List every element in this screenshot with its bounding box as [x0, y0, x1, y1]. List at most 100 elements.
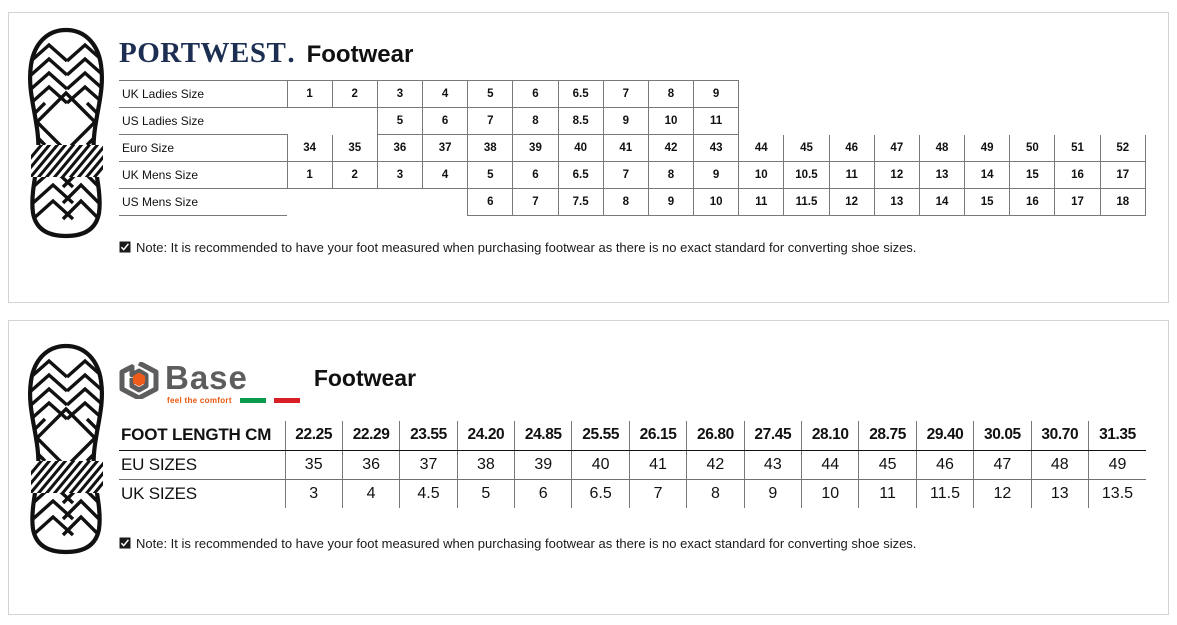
table-row: UK Ladies Size 1 2 3 4 5 6 6.5 7 8 9 — [119, 80, 1146, 108]
size-cell: 7 — [467, 107, 513, 135]
size-cell: 9 — [693, 161, 739, 189]
portwest-category-label: Footwear — [306, 41, 414, 68]
size-cell: 3 — [284, 479, 343, 508]
base-size-table: FOOT LENGTH CM 22.25 22.29 23.55 24.20 24.85 2… — [119, 421, 1146, 508]
size-cell: 27.45 — [743, 421, 802, 451]
base-brand-lockup: Base feel the comfort Footwear — [119, 321, 1146, 405]
size-cell — [874, 108, 919, 135]
size-cell: 40 — [557, 134, 604, 162]
size-cell: 29.40 — [915, 421, 974, 451]
size-cell: 52 — [1099, 134, 1147, 162]
size-cell — [377, 189, 422, 216]
size-cell: 4 — [341, 479, 400, 508]
size-cell: 47 — [973, 450, 1032, 480]
size-cell: 8 — [686, 479, 745, 508]
size-cell: 11 — [693, 107, 740, 135]
size-cell — [332, 189, 377, 216]
row-label: EU SIZES — [119, 450, 285, 480]
table-row: Euro Size 34 35 36 37 38 39 40 41 42 43 44 45 46 47 48 4… — [119, 134, 1147, 162]
size-cell: 17 — [1099, 161, 1147, 189]
size-cell: 8.5 — [557, 107, 604, 135]
size-cell: 6.5 — [557, 161, 604, 189]
italy-flag-green-bar — [239, 398, 266, 403]
size-cell: 1 — [286, 161, 333, 189]
portwest-brand-lockup: PORTWEST . Footwear — [119, 13, 1146, 68]
size-cell: 13.5 — [1087, 479, 1146, 508]
size-cell: 50 — [1009, 134, 1055, 162]
size-cell: 6 — [514, 479, 572, 508]
portwest-note-text: Note: It is recommended to have your foo… — [136, 240, 917, 255]
size-cell: 41 — [628, 450, 687, 480]
size-cell: 10 — [801, 479, 859, 508]
size-cell — [332, 108, 377, 135]
size-cell: 38 — [456, 450, 515, 480]
portwest-note: Note: It is recommended to have your foo… — [119, 240, 1146, 256]
size-cell: 45 — [858, 450, 917, 480]
size-cell: 12 — [873, 161, 920, 189]
size-cell: 44 — [801, 450, 859, 480]
size-cell: 13 — [918, 161, 965, 189]
portwest-size-table: UK Ladies Size 1 2 3 4 5 6 6.5 7 8 9 US Ladies Size… — [119, 80, 1147, 216]
size-cell: 34 — [286, 134, 333, 162]
size-cell: 41 — [602, 134, 649, 162]
size-cell: 12 — [828, 188, 875, 216]
size-cell: 4 — [422, 161, 468, 189]
size-cell — [784, 81, 829, 108]
row-label: US Mens Size — [119, 188, 287, 216]
size-cell: 38 — [467, 134, 513, 162]
size-cell: 37 — [422, 134, 468, 162]
size-cell: 24.20 — [456, 421, 515, 451]
size-cell: 11 — [828, 161, 875, 189]
size-cell: 5 — [456, 479, 515, 508]
table-row: EU SIZES 35 36 37 38 39 40 41 42 43 44 45 46 47 48 49 — [119, 450, 1146, 480]
size-cell: 11.5 — [915, 479, 974, 508]
row-label: UK SIZES — [121, 483, 197, 503]
base-hexagon-logo-icon — [119, 362, 159, 399]
size-cell: 48 — [918, 134, 965, 162]
size-cell: 7 — [602, 80, 649, 108]
size-cell: 39 — [514, 450, 572, 480]
size-cell: 36 — [341, 450, 400, 480]
size-cell: 51 — [1054, 134, 1101, 162]
size-cell: 43 — [743, 450, 802, 480]
size-cell: 44 — [738, 134, 784, 162]
size-cell: 4.5 — [399, 479, 458, 508]
size-cell: 8 — [512, 107, 559, 135]
size-cell: 49 — [964, 134, 1010, 162]
base-tagline: feel the comfort — [167, 396, 232, 405]
size-cell: 8 — [647, 80, 694, 108]
shoe-sole-icon — [27, 27, 105, 239]
size-cell — [1010, 81, 1055, 108]
size-cell: 9 — [647, 188, 694, 216]
size-cell: 10 — [738, 161, 784, 189]
size-cell: 6 — [512, 161, 559, 189]
table-row: US Ladies Size 5 6 7 8 8.5 9 10 11 — [119, 107, 1146, 135]
base-wordmark: Base — [165, 359, 248, 396]
row-label: Euro Size — [119, 134, 287, 162]
size-cell — [287, 108, 332, 135]
size-cell: 8 — [647, 161, 694, 189]
size-cell: 11 — [738, 188, 784, 216]
size-cell: 39 — [512, 134, 559, 162]
size-cell: 13 — [873, 188, 920, 216]
size-cell: 13 — [1030, 479, 1089, 508]
size-cell — [1055, 81, 1100, 108]
base-table-body: FOOT LENGTH CM 22.25 22.29 23.55 24.20 24.85 2… — [119, 421, 1146, 508]
checkbox-checked-icon — [119, 537, 131, 549]
size-cell: 30.70 — [1030, 421, 1089, 451]
size-cell: 6 — [422, 107, 468, 135]
size-cell: 4 — [422, 80, 468, 108]
size-cell — [829, 108, 874, 135]
size-cell — [739, 81, 784, 108]
table-row: UK Mens Size 1 2 3 4 5 6 6.5 7 8 9 10 10.5 11 12 13 14 15… — [119, 161, 1147, 189]
shoe-sole-icon — [27, 343, 105, 555]
size-cell: 30.05 — [973, 421, 1032, 451]
size-cell: 7 — [512, 188, 559, 216]
row-label: FOOT LENGTH CM — [119, 421, 285, 451]
table-row: US Mens Size 6 7 7.5 8 9 10 11 11.5 12 13 14 15 16 17 1… — [119, 188, 1147, 216]
size-cell: 15 — [1009, 161, 1055, 189]
size-cell: 26.80 — [686, 421, 745, 451]
size-cell — [829, 81, 874, 108]
size-cell: 40 — [571, 450, 630, 480]
